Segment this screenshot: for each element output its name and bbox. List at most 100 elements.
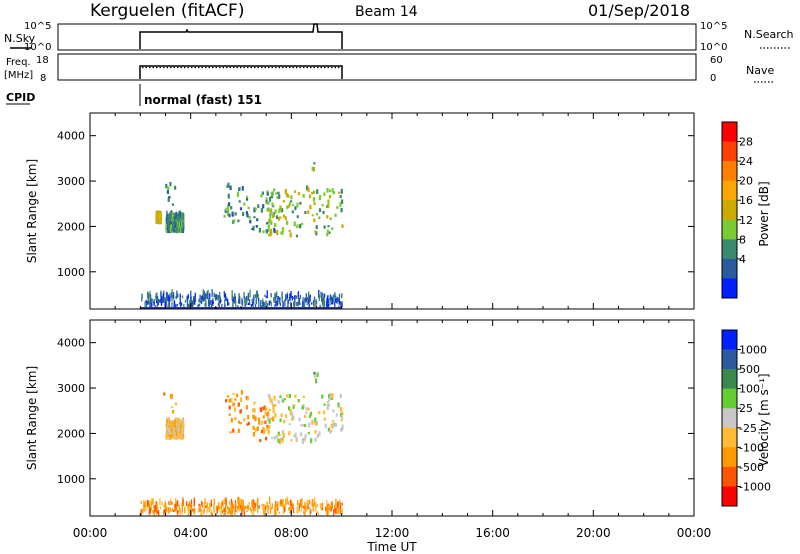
data-cell [310, 509, 312, 514]
data-cell [269, 209, 272, 213]
data-cell [278, 216, 281, 221]
data-cell [315, 420, 318, 424]
data-cell [150, 500, 152, 508]
data-cell [223, 291, 225, 298]
data-cell [265, 407, 268, 411]
colorbar-segment [722, 349, 737, 370]
data-cell [265, 197, 268, 201]
data-cell [341, 293, 343, 297]
data-cell [297, 192, 301, 196]
data-cell [159, 506, 161, 509]
data-cell [243, 506, 245, 509]
data-cell [168, 437, 170, 440]
colorbar-tick-label: 8 [739, 233, 746, 246]
data-cell [288, 506, 290, 510]
data-cell [246, 510, 248, 513]
data-cell [231, 211, 234, 216]
data-cell [300, 424, 303, 427]
data-cell [265, 296, 268, 299]
velocity-frame [89, 319, 695, 517]
cpid-value: normal (fast) 151 [144, 93, 262, 107]
data-cell [211, 289, 213, 297]
data-cell [313, 497, 316, 505]
data-cell [270, 507, 272, 510]
data-cell [340, 428, 343, 432]
data-cell [328, 394, 331, 399]
data-cell [264, 509, 266, 515]
velocity-x-ticks [89, 320, 695, 516]
colorbar-segment [722, 200, 737, 221]
data-cell [270, 192, 273, 197]
data-cell [155, 305, 157, 308]
data-cell [182, 229, 185, 234]
data-cell [318, 208, 322, 212]
data-cell [146, 506, 148, 509]
colorbar-segment [722, 161, 737, 181]
data-cell [169, 423, 171, 426]
data-cell [163, 392, 166, 396]
data-cell [167, 229, 169, 234]
data-cell [281, 208, 284, 213]
data-cell [200, 509, 202, 516]
data-cell [296, 506, 298, 514]
data-cell [305, 411, 308, 414]
data-cell [190, 296, 192, 302]
data-cell [285, 498, 287, 507]
data-cell [175, 430, 178, 437]
data-cell [175, 222, 177, 228]
data-cell [295, 295, 297, 300]
data-cell [250, 304, 252, 307]
data-cell [257, 204, 260, 208]
data-cell [264, 505, 267, 513]
data-cell [302, 424, 305, 427]
data-cell [171, 217, 174, 222]
data-cell [282, 436, 285, 440]
data-cell [266, 208, 269, 212]
data-cell [265, 300, 267, 309]
data-cell [184, 509, 186, 514]
data-cell [147, 500, 149, 507]
data-cell [291, 203, 294, 207]
data-cell [262, 506, 264, 510]
colorbar-tick-label: 4 [739, 253, 746, 266]
data-cell [216, 506, 218, 514]
velocity-scatter [140, 371, 344, 516]
data-cell [179, 212, 181, 219]
data-cell [296, 202, 299, 208]
colorbar-segment [722, 278, 737, 299]
data-cell [323, 293, 325, 298]
data-cell [232, 392, 235, 395]
data-cell [330, 423, 333, 429]
data-cell [159, 298, 161, 303]
data-cell [305, 407, 308, 411]
data-cell [318, 291, 320, 299]
data-cell [222, 499, 224, 507]
data-cell [253, 297, 255, 305]
data-cell [304, 424, 307, 427]
data-cell [299, 201, 302, 205]
data-cell [287, 302, 289, 307]
data-cell [246, 299, 248, 306]
data-cell [307, 295, 310, 304]
data-cell [333, 509, 335, 516]
data-cell [150, 300, 152, 303]
data-cell [314, 230, 317, 233]
power-y-axis: 4000 3000 2000 1000 [57, 130, 694, 279]
freq-label-line1: Freq. [6, 57, 31, 68]
data-cell [322, 300, 324, 309]
data-cell [268, 408, 271, 412]
data-cell [181, 511, 183, 515]
data-cell [160, 296, 163, 305]
data-cell [241, 506, 244, 509]
colorbar-tick-label: 24 [739, 155, 753, 168]
colorbar-tick-label: -100 [739, 441, 764, 454]
data-cell [148, 503, 150, 509]
data-cell [213, 504, 215, 513]
data-cell [315, 507, 317, 512]
colorbar-tick-label: -25 [739, 422, 757, 435]
data-cell [320, 503, 322, 506]
data-cell [307, 210, 310, 214]
data-cell [211, 304, 213, 308]
data-cell [313, 373, 316, 378]
data-cell [159, 214, 162, 218]
